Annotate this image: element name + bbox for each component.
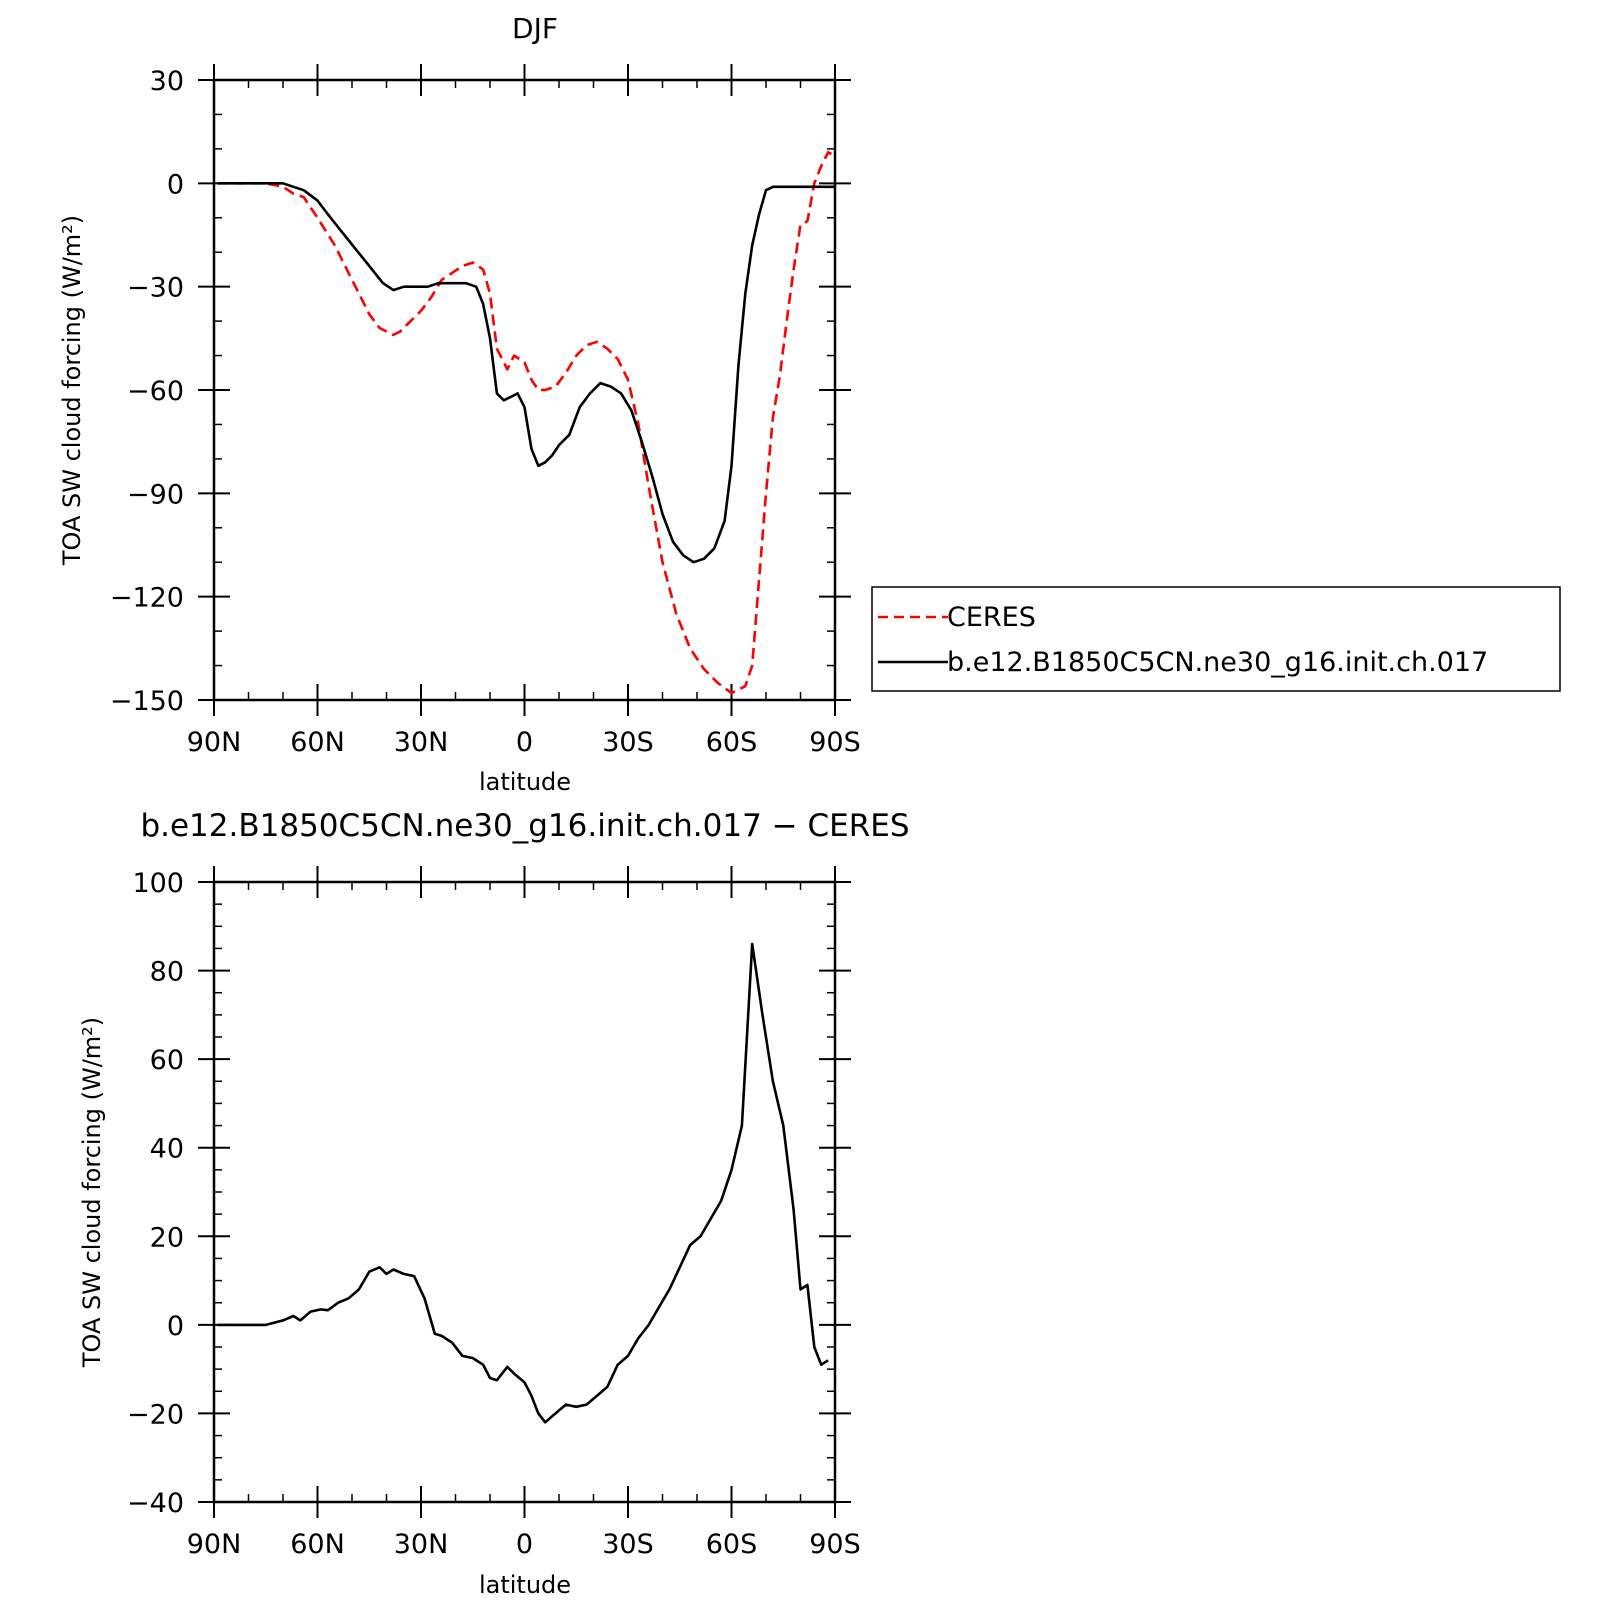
series-line-ceres (217, 151, 836, 695)
x-tick-label: 0 (516, 727, 533, 758)
x-tick-label: 0 (516, 1529, 533, 1560)
bottom-y-tick-labels: 100 80 60 40 20 0 −20 −40 (127, 868, 184, 1519)
top-y-tick-labels: 30 0 −30 −60 −90 −120 −150 (110, 66, 184, 717)
x-tick-label: 90S (809, 727, 861, 758)
y-tick-label: 0 (167, 1311, 184, 1342)
y-tick-label: 30 (150, 66, 184, 97)
y-tick-label: 20 (150, 1222, 184, 1253)
y-tick-label: 100 (132, 868, 184, 899)
top-chart-title: DJF (512, 12, 558, 45)
top-y-axis-label: TOA SW cloud forcing (W/m²) (58, 215, 86, 566)
x-tick-label: 30S (602, 727, 654, 758)
x-tick-label: 30N (394, 1529, 449, 1560)
x-tick-label: 60S (706, 1529, 758, 1560)
y-tick-label: −120 (110, 583, 184, 614)
bottom-x-tick-labels: 90N 60N 30N 0 30S 60S 90S (187, 1529, 861, 1560)
y-tick-label: −60 (127, 376, 184, 407)
x-tick-label: 30S (602, 1529, 654, 1560)
bottom-x-axis-label: latitude (479, 1571, 571, 1599)
legend-label-ceres: CERES (947, 602, 1036, 633)
x-tick-label: 90N (187, 727, 242, 758)
x-tick-label: 90N (187, 1529, 242, 1560)
y-tick-label: −40 (127, 1488, 184, 1519)
y-tick-label: −30 (127, 273, 184, 304)
legend-box (871, 586, 1561, 692)
bottom-series-lines (217, 942, 829, 1424)
y-tick-label: 40 (150, 1134, 184, 1165)
legend-label-model: b.e12.B1850C5CN.ne30_g16.init.ch.017 (947, 647, 1488, 678)
y-tick-label: −150 (110, 686, 184, 717)
bottom-plot-frame (212, 880, 837, 1504)
bottom-chart-title: b.e12.B1850C5CN.ne30_g16.init.ch.017 − C… (140, 808, 909, 844)
x-tick-label: 60N (290, 1529, 345, 1560)
x-tick-label: 60N (290, 727, 345, 758)
top-plot-frame (212, 78, 837, 702)
y-tick-label: −90 (127, 479, 184, 510)
bottom-panel: b.e12.B1850C5CN.ne30_g16.init.ch.017 − C… (78, 808, 910, 1599)
top-x-axis-label: latitude (479, 768, 571, 796)
y-tick-label: −20 (127, 1399, 184, 1430)
bottom-ticks (198, 866, 851, 1518)
top-x-tick-labels: 90N 60N 30N 0 30S 60S 90S (187, 727, 861, 758)
top-ticks (198, 64, 851, 716)
bottom-y-axis-label: TOA SW cloud forcing (W/m²) (78, 1017, 106, 1368)
x-tick-label: 90S (809, 1529, 861, 1560)
series-line-model (217, 182, 835, 564)
series-line-model (217, 942, 829, 1424)
y-tick-label: 80 (150, 957, 184, 988)
x-tick-label: 60S (706, 727, 758, 758)
y-tick-label: 60 (150, 1045, 184, 1076)
top-panel: DJF 30 0 −30 −60 −90 −120 −150 90N 60N 30N 0 30S 60… (58, 12, 1561, 796)
x-tick-label: 30N (394, 727, 449, 758)
top-series-lines (217, 151, 836, 695)
legend: CERES b.e12.B1850C5CN.ne30_g16.init.ch.0… (871, 586, 1561, 692)
y-tick-label: 0 (167, 169, 184, 200)
